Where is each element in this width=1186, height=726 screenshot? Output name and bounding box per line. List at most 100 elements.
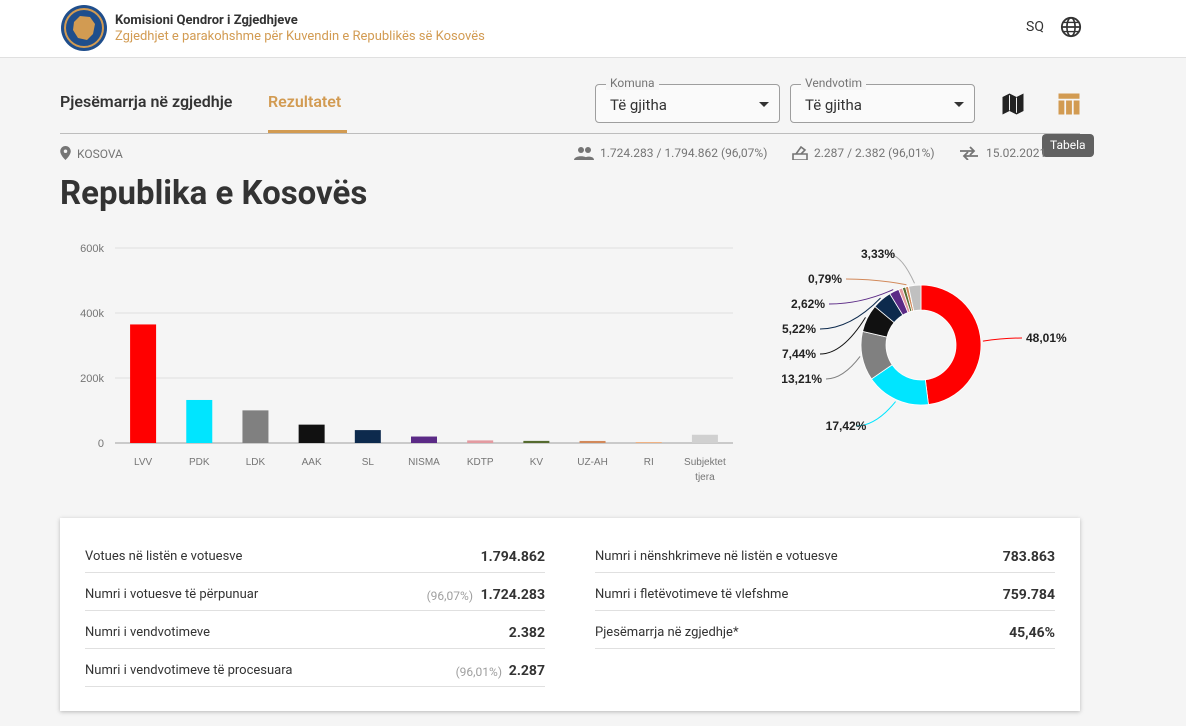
label-leader-line [828, 289, 894, 305]
donut-slice[interactable] [920, 284, 982, 405]
bar[interactable] [354, 430, 381, 443]
org-name: Komisioni Qendror i Zgjedhjeve [115, 13, 298, 28]
location-label: KOSOVA [77, 147, 123, 161]
y-tick-label: 0 [98, 438, 104, 450]
x-tick-label: LDK [246, 457, 266, 468]
location-breadcrumb: KOSOVA [60, 146, 123, 161]
label-leader-line [982, 337, 1023, 342]
summary-percent: (96,01%) [455, 665, 502, 679]
summary-label: Votues në listën e votuesve [85, 549, 243, 564]
x-tick-label: LVV [134, 457, 152, 468]
summary-row: Numri i votuesve të përpunuar (96,07%) 1… [85, 573, 545, 611]
summary-value: 45,46% [1009, 625, 1055, 641]
tab-results[interactable]: Rezultatet [268, 92, 342, 111]
municipality-select[interactable]: Komuna Të gjitha [595, 76, 780, 123]
summary-row: Numri i vendvotimeve 2.382 [85, 611, 545, 649]
summary-label: Numri i vendvotimeve të procesuara [85, 663, 293, 678]
slice-percent-label: 13,21% [781, 372, 822, 386]
summary-label: Pjesëmarrja në zgjedhje* [595, 625, 739, 640]
kqz-logo[interactable] [60, 4, 108, 52]
table-tooltip: Tabela [1042, 134, 1094, 157]
tab-participation[interactable]: Pjesëmarrja në zgjedhje [60, 92, 233, 111]
summary-value: 1.794.862 [480, 549, 545, 565]
label-leader-line [845, 278, 907, 286]
slice-percent-label: 0,79% [808, 272, 842, 286]
label-leader-line [887, 253, 915, 284]
date-stat: 15.02.2021 [958, 146, 1047, 161]
map-icon[interactable] [999, 90, 1027, 118]
results-donut-chart: 48,01% 17,42% 13,21% 7,44% 5,22% 2,62% 0,79% 3,… [781, 247, 1067, 433]
summary-row: Numri i fletëvotimeve të vlefshme 759.78… [595, 573, 1055, 611]
y-tick-label: 200k [80, 373, 104, 385]
donut-slice[interactable] [908, 284, 922, 312]
summary-value: 759.784 [1002, 587, 1055, 603]
election-subtitle: Zgjedhjet e parakohshme për Kuvendin e R… [115, 29, 485, 44]
swap-arrows-icon [960, 146, 978, 161]
bar[interactable] [691, 434, 718, 443]
summary-row: Numri i vendvotimeve të procesuara (96,0… [85, 649, 545, 687]
municipality-value: Të gjitha [610, 96, 667, 114]
summary-label: Numri i votuesve të përpunuar [85, 587, 259, 602]
summary-label: Numri i vendvotimeve [85, 625, 210, 640]
page-title: Republika e Kosovës [60, 174, 368, 213]
label-leader-line [819, 297, 881, 330]
y-tick-label: 600k [80, 243, 104, 255]
polling-station-legend: Vendvotim [801, 76, 867, 90]
bar[interactable] [242, 410, 269, 443]
municipality-legend: Komuna [606, 76, 659, 90]
language-selector[interactable]: SQ [1026, 19, 1044, 35]
x-tick-label: Subjektet [684, 457, 726, 468]
polling-station-value: Të gjitha [805, 96, 862, 114]
summary-label: Numri i fletëvotimeve të vlefshme [595, 587, 789, 602]
tabs-divider [60, 133, 1080, 134]
x-tick-label: AAK [302, 457, 322, 468]
summary-percent: (96,07%) [426, 589, 473, 603]
label-leader-line [825, 356, 861, 380]
slice-percent-label: 3,33% [861, 247, 895, 261]
voters-stat-text: 1.724.283 / 1.794.862 (96,07%) [600, 146, 768, 160]
x-tick-label: NISMA [408, 457, 440, 468]
bar[interactable] [298, 424, 325, 443]
summary-panel: Votues në listën e votuesve 1.794.862 Nu… [60, 518, 1080, 711]
slice-percent-label: 5,22% [782, 322, 816, 336]
bar[interactable] [467, 440, 494, 443]
summary-row: Votues në listën e votuesve 1.794.862 [85, 535, 545, 573]
x-tick-label: PDK [189, 457, 210, 468]
globe-icon[interactable] [1060, 16, 1082, 38]
y-tick-label: 400k [80, 308, 104, 320]
bar[interactable] [579, 440, 606, 443]
table-icon[interactable] [1055, 90, 1083, 118]
stations-stat: 2.287 / 2.382 (96,01%) [792, 145, 935, 161]
voters-stat: 1.724.283 / 1.794.862 (96,07%) [574, 146, 767, 160]
dropdown-arrow-icon [954, 102, 964, 107]
x-tick-label: tjera [695, 472, 715, 483]
label-leader-line [819, 317, 866, 355]
slice-percent-label: 7,44% [782, 347, 816, 361]
location-pin-icon [60, 146, 71, 160]
summary-value: 783.863 [1002, 549, 1055, 565]
ballot-box-icon [792, 145, 808, 161]
summary-row: Numri i nënshkrimeve në listën e votuesv… [595, 535, 1055, 573]
bar[interactable] [523, 440, 550, 443]
x-tick-label: UZ-AH [577, 457, 608, 468]
bar[interactable] [635, 442, 662, 443]
bar[interactable] [130, 324, 157, 443]
x-tick-label: RI [644, 457, 654, 468]
active-tab-indicator [268, 130, 347, 133]
summary-value: 2.382 [508, 625, 545, 641]
summary-label: Numri i nënshkrimeve në listën e votuesv… [595, 549, 838, 564]
polling-station-select[interactable]: Vendvotim Të gjitha [790, 76, 975, 123]
results-bar-chart: 0 200k 400k 600k LVV PDK LDK AAK SL NISMA KDTP KV UZ… [80, 243, 733, 483]
x-tick-label: SL [362, 457, 375, 468]
x-tick-label: KDTP [467, 457, 494, 468]
people-icon [574, 147, 594, 160]
slice-percent-label: 2,62% [791, 297, 825, 311]
summary-value: 2.287 [508, 663, 545, 679]
bar[interactable] [186, 399, 213, 443]
slice-percent-label: 48,01% [1026, 331, 1067, 345]
stations-stat-text: 2.287 / 2.382 (96,01%) [814, 146, 935, 160]
bar[interactable] [411, 436, 437, 443]
summary-value: 1.724.283 [480, 587, 545, 603]
date-stat-text: 15.02.2021 [986, 146, 1047, 160]
x-tick-label: KV [530, 457, 544, 468]
